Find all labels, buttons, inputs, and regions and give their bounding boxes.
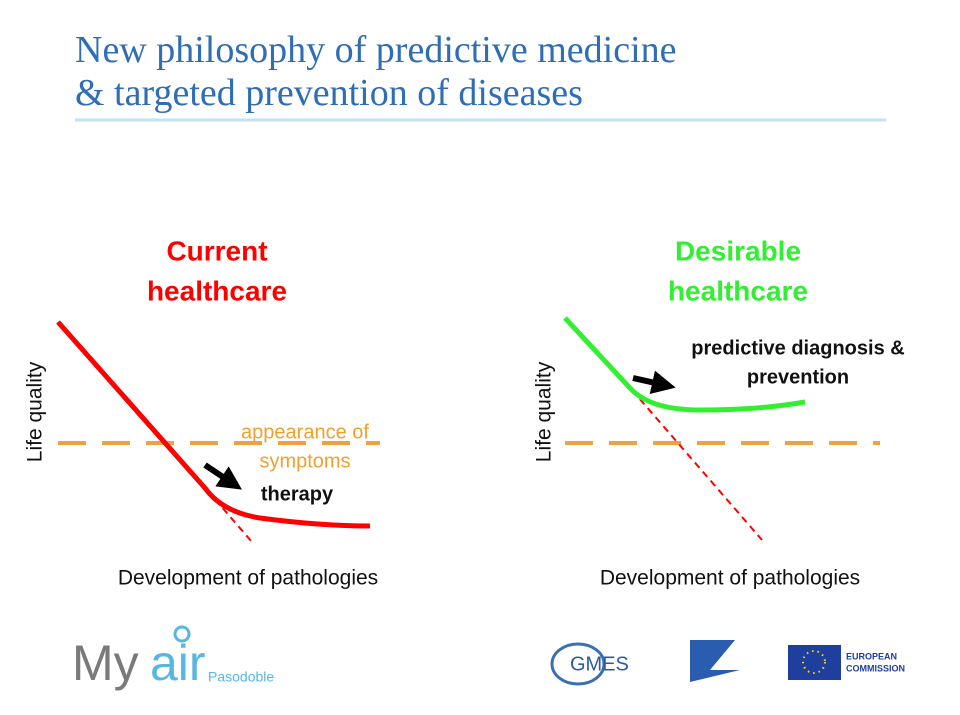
x-axis-label: Development of pathologies [600,567,860,590]
eu-flag [788,645,841,680]
logo-text: air [150,635,206,691]
arrow [632,370,676,395]
threshold-label: appearance of [241,421,369,443]
arrow-label: prevention [747,366,849,388]
logo-text: My [72,635,139,691]
eu-stars [802,650,826,674]
x-axis-label: Development of pathologies [118,567,378,590]
threshold-label: symptoms [259,450,350,472]
gmes-ring [550,642,606,686]
eu-text: EUROPEAN [846,651,897,661]
panel-title: Current [166,235,267,266]
title-line: & targeted prevention of diseases [75,72,583,114]
fp7-logo [690,640,740,682]
y-axis-label: Life quality [533,361,556,462]
y-axis-label: Life quality [24,361,47,462]
arrow-label: therapy [261,483,334,505]
projection [631,389,763,541]
curve [56,320,371,529]
panel-title: healthcare [147,275,287,306]
gmes-text: GMES [570,653,629,675]
panel-title: healthcare [668,275,808,306]
curve [563,316,806,413]
arrow [203,462,242,490]
logo-sub: Pasodoble [208,669,274,685]
arrow-label: predictive diagnosis & [691,337,904,359]
title-line: New philosophy of predictive medicine [75,29,677,71]
eu-text: COMMISSION [846,663,905,673]
panel-title: Desirable [675,235,801,266]
logo-dot [173,625,191,643]
